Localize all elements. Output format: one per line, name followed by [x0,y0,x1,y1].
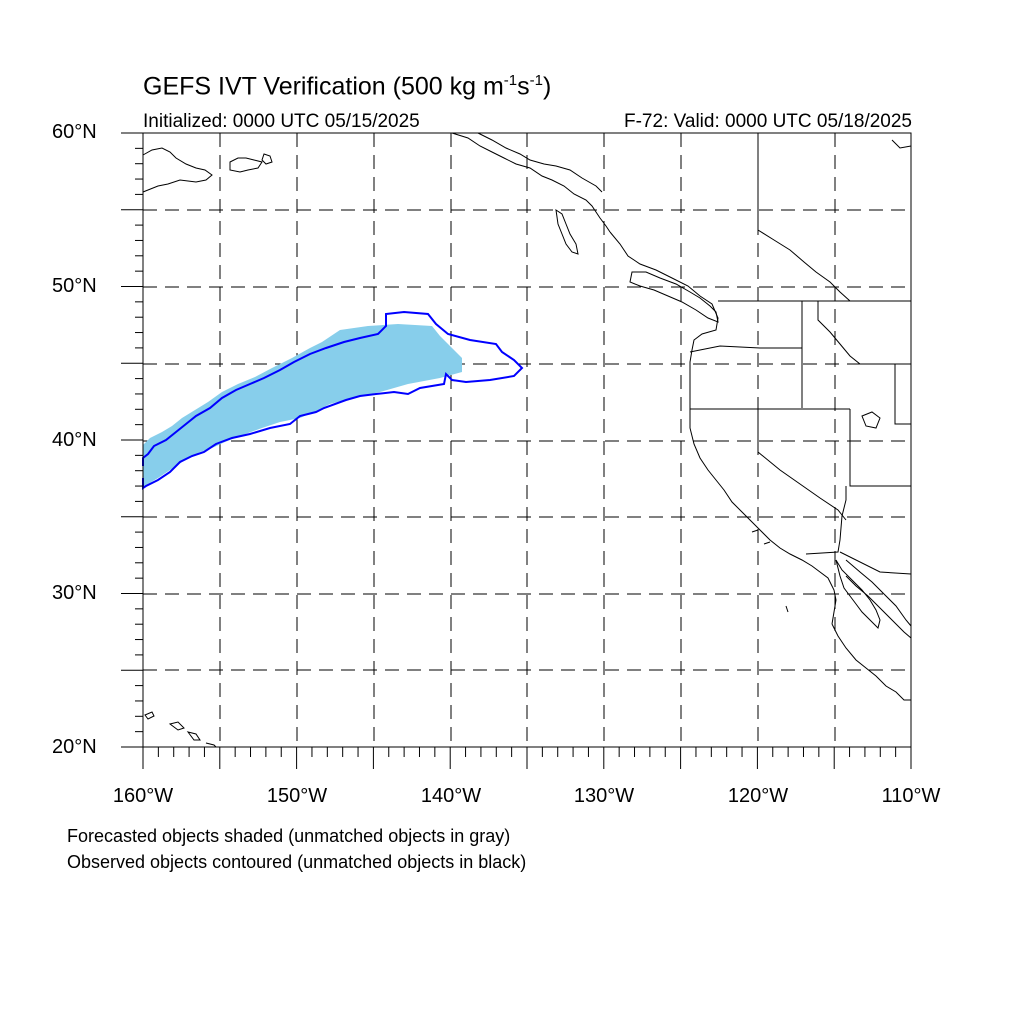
lon-label-140w: 140°W [420,785,482,807]
lon-label-110w: 110°W [881,785,941,807]
lat-label-30n: 30°N [52,582,97,604]
map-title: GEFS IVT Verification (500 kg m-1s-1) [143,72,552,101]
lon-label-150w: 150°W [266,785,328,807]
lon-label-160w: 160°W [112,785,174,807]
lat-label-20n: 20°N [52,736,97,758]
initialized-time: Initialized: 0000 UTC 05/15/2025 [143,111,420,132]
footnote-forecast: Forecasted objects shaded (unmatched obj… [67,826,511,846]
tick-marks [121,132,912,769]
footnote-observed: Observed objects contoured (unmatched ob… [67,852,527,872]
lon-label-120w: 120°W [727,785,789,807]
lat-label-60n: 60°N [52,121,97,143]
observed-object-contour [142,310,524,490]
graticule [143,133,911,747]
lat-label-50n: 50°N [52,275,97,297]
valid-time: F-72: Valid: 0000 UTC 05/18/2025 [624,111,912,132]
political-boundaries [689,133,912,575]
lon-label-130w: 130°W [573,785,635,807]
coastlines [142,132,912,748]
lat-label-40n: 40°N [52,429,97,451]
forecast-object [143,324,462,488]
